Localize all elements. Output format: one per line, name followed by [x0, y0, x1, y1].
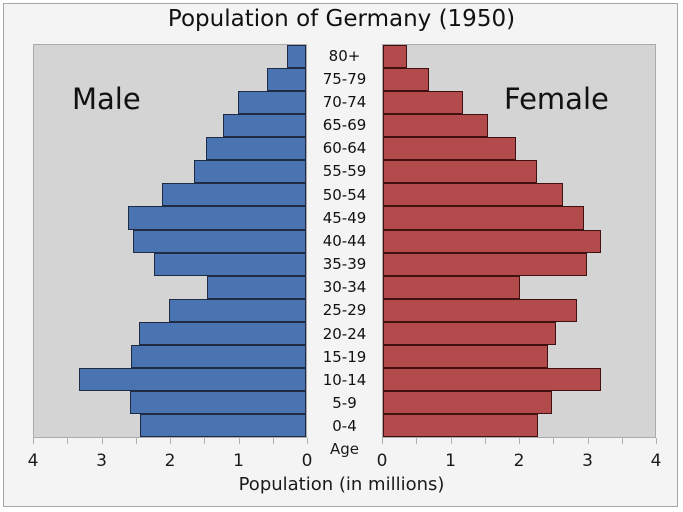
female-row-45-49 [383, 206, 655, 230]
male-bar-80+ [287, 45, 306, 69]
male-bar-75-79 [266, 68, 306, 92]
male-row-55-59 [34, 160, 306, 184]
female-bar-55-59 [383, 160, 538, 184]
female-row-75-79 [383, 68, 655, 92]
chart-title: Population of Germany (1950) [167, 6, 516, 32]
male-bar-45-49 [127, 206, 306, 230]
male-row-20-24 [34, 321, 306, 345]
male-panel [33, 44, 307, 438]
female-row-0-4 [383, 414, 655, 438]
male-bar-0-4 [140, 414, 306, 438]
female-bar-50-54 [383, 183, 564, 207]
female-bar-10-14 [383, 367, 601, 391]
age-label-15-19: 15-19 [322, 347, 367, 366]
female-row-10-14 [383, 367, 655, 391]
male-bar-35-39 [153, 252, 306, 276]
male-bar-25-29 [168, 298, 306, 322]
age-label-30-34: 30-34 [322, 278, 367, 297]
male-row-50-54 [34, 183, 306, 207]
female-annotation: Female [504, 82, 609, 116]
female-bar-70-74 [383, 91, 463, 115]
female-panel [382, 44, 656, 438]
female-bar-15-19 [383, 344, 548, 368]
male-row-80+ [34, 45, 306, 69]
male-row-25-29 [34, 298, 306, 322]
age-label-5-9: 5-9 [332, 394, 357, 413]
female-bar-80+ [383, 45, 407, 69]
male-bar-55-59 [193, 160, 306, 184]
male-bar-65-69 [223, 114, 306, 138]
female-row-80+ [383, 45, 655, 69]
female-row-5-9 [383, 390, 655, 414]
female-row-25-29 [383, 298, 655, 322]
male-row-15-19 [34, 344, 306, 368]
age-label-20-24: 20-24 [322, 324, 367, 343]
female-row-65-69 [383, 114, 655, 138]
age-axis-labels: 80+ 75-79 70-74 65-69 60-64 55-59 50-54 45-49 40… [307, 44, 382, 438]
female-row-55-59 [383, 160, 655, 184]
male-bar-60-64 [206, 137, 306, 161]
male-bar-5-9 [129, 390, 306, 414]
age-label-35-39: 35-39 [322, 255, 367, 274]
age-label-45-49: 45-49 [322, 208, 367, 227]
male-bar-40-44 [133, 229, 306, 253]
male-row-60-64 [34, 137, 306, 161]
x-axis-title: Population (in millions) [238, 474, 445, 495]
age-label-25-29: 25-29 [322, 301, 367, 320]
female-bar-5-9 [383, 390, 552, 414]
male-bar-15-19 [130, 344, 306, 368]
male-bar-20-24 [138, 321, 306, 345]
age-label-0-4: 0-4 [332, 417, 357, 436]
female-bar-75-79 [383, 68, 429, 92]
male-row-10-14 [34, 367, 306, 391]
age-label-65-69: 65-69 [322, 116, 367, 135]
male-annotation: Male [72, 82, 141, 116]
age-axis-title: Age [329, 440, 359, 458]
female-bar-35-39 [383, 252, 587, 276]
female-row-50-54 [383, 183, 655, 207]
male-row-35-39 [34, 252, 306, 276]
female-row-30-34 [383, 275, 655, 299]
male-row-75-79 [34, 68, 306, 92]
male-bar-70-74 [238, 91, 306, 115]
age-label-50-54: 50-54 [322, 185, 367, 204]
female-bar-40-44 [383, 229, 601, 253]
male-row-65-69 [34, 114, 306, 138]
age-label-55-59: 55-59 [322, 162, 367, 181]
age-label-40-44: 40-44 [322, 231, 367, 250]
age-label-75-79: 75-79 [322, 69, 367, 88]
male-row-45-49 [34, 206, 306, 230]
age-label-10-14: 10-14 [322, 370, 367, 389]
female-row-70-74 [383, 91, 655, 115]
female-bar-30-34 [383, 275, 521, 299]
age-label-60-64: 60-64 [322, 139, 367, 158]
male-row-40-44 [34, 229, 306, 253]
male-row-70-74 [34, 91, 306, 115]
female-bar-65-69 [383, 114, 489, 138]
male-bar-10-14 [78, 367, 306, 391]
age-label-80+: 80+ [328, 46, 361, 65]
female-bar-45-49 [383, 206, 584, 230]
male-row-5-9 [34, 390, 306, 414]
male-row-0-4 [34, 414, 306, 438]
male-bar-50-54 [161, 183, 306, 207]
female-row-20-24 [383, 321, 655, 345]
male-bar-30-34 [207, 275, 306, 299]
female-row-15-19 [383, 344, 655, 368]
female-bar-60-64 [383, 137, 516, 161]
female-bar-0-4 [383, 414, 538, 438]
female-row-40-44 [383, 229, 655, 253]
male-row-30-34 [34, 275, 306, 299]
age-label-70-74: 70-74 [322, 92, 367, 111]
female-bar-25-29 [383, 298, 577, 322]
female-row-60-64 [383, 137, 655, 161]
female-row-35-39 [383, 252, 655, 276]
female-bar-20-24 [383, 321, 557, 345]
